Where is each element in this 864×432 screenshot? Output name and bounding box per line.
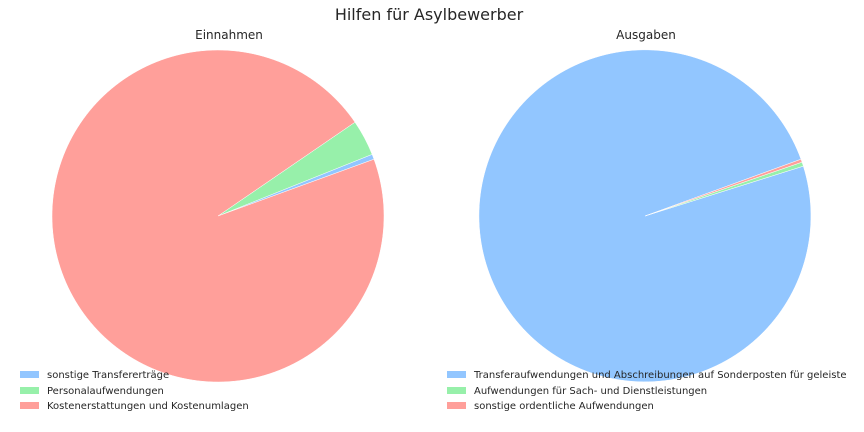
legend-label: sonstige Transfererträge: [47, 370, 170, 381]
legend-swatch: [20, 402, 39, 409]
pie-slice-kostenerstattungen-und-kostenumlagen: [51, 49, 385, 383]
pie-ausgaben: [478, 49, 812, 383]
pie-title-ausgaben: Ausgaben: [616, 28, 676, 42]
legend-item: sonstige Transfererträge: [20, 370, 169, 382]
legend-swatch: [447, 402, 466, 409]
legend-label: Kostenerstattungen und Kostenumlagen: [47, 401, 249, 412]
pie-slice-sonstige-ordentliche-aufwendungen: [644, 158, 803, 217]
legend-label: sonstige ordentliche Aufwendungen: [474, 401, 654, 412]
legend-label: Aufwendungen für Sach- und Dienstleistun…: [474, 385, 708, 397]
legend-swatch: [447, 386, 466, 394]
legend-item: Personalaufwendungen: [20, 386, 164, 398]
legend-item: sonstige ordentliche Aufwendungen: [447, 401, 654, 413]
pie-einnahmen: [51, 49, 385, 383]
legend-item: Kostenerstattungen und Kostenumlagen: [20, 401, 249, 413]
legend-item: Aufwendungen für Sach- und Dienstleistun…: [447, 386, 707, 398]
legend-label: Transferaufwendungen und Abschreibungen …: [474, 370, 847, 381]
chart-suptitle: Hilfen für Asylbewerber: [335, 5, 524, 24]
legend-swatch: [447, 371, 466, 378]
pie-title-einnahmen: Einnahmen: [195, 28, 263, 42]
legend-label: Personalaufwendungen: [47, 385, 164, 397]
legend-item: Transferaufwendungen und Abschreibungen …: [447, 370, 847, 382]
legend-swatch: [20, 371, 39, 378]
legend-swatch: [20, 386, 39, 394]
